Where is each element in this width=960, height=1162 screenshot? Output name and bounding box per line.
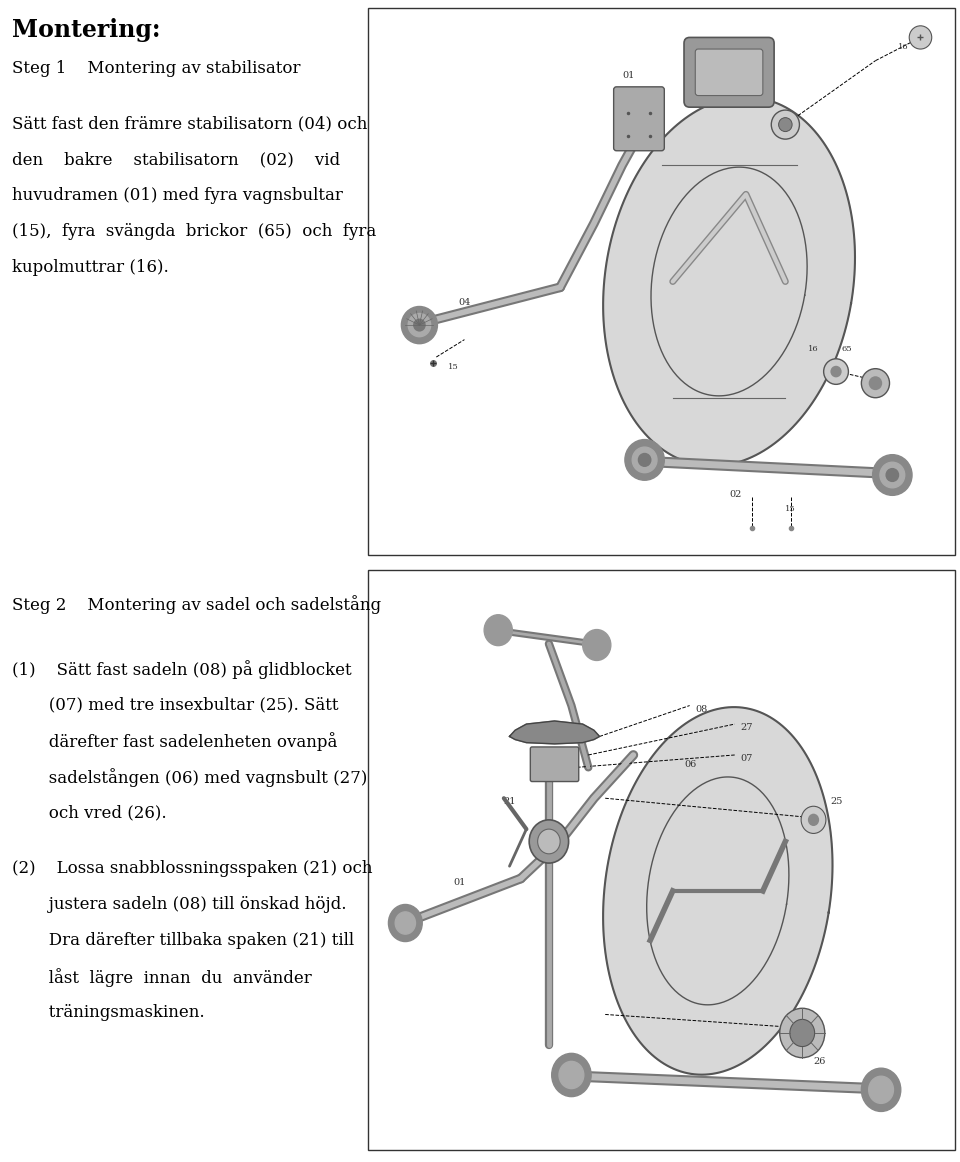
FancyBboxPatch shape bbox=[613, 87, 664, 151]
Circle shape bbox=[389, 904, 422, 941]
Circle shape bbox=[790, 1019, 815, 1047]
Text: Steg 1    Montering av stabilisator: Steg 1 Montering av stabilisator bbox=[12, 60, 300, 77]
Circle shape bbox=[869, 376, 882, 390]
Circle shape bbox=[886, 468, 899, 481]
Text: 21: 21 bbox=[504, 797, 516, 806]
Text: 16: 16 bbox=[808, 345, 819, 353]
Text: 07: 07 bbox=[740, 754, 753, 763]
Bar bbox=[368, 8, 955, 555]
Text: 02: 02 bbox=[729, 489, 741, 498]
Circle shape bbox=[808, 813, 819, 826]
Bar bbox=[368, 571, 955, 1150]
Circle shape bbox=[909, 26, 932, 49]
Text: 26: 26 bbox=[813, 1057, 826, 1066]
FancyBboxPatch shape bbox=[695, 49, 763, 95]
Circle shape bbox=[830, 366, 842, 378]
Text: 16: 16 bbox=[898, 43, 908, 51]
Circle shape bbox=[824, 359, 849, 385]
Circle shape bbox=[869, 1076, 894, 1104]
Circle shape bbox=[559, 1061, 584, 1089]
Text: 15: 15 bbox=[447, 363, 458, 371]
Circle shape bbox=[638, 453, 651, 466]
Circle shape bbox=[802, 806, 826, 833]
Text: Steg 2    Montering av sadel och sadelstång: Steg 2 Montering av sadel och sadelstång bbox=[12, 595, 381, 614]
Text: justera sadeln (08) till önskad höjd.: justera sadeln (08) till önskad höjd. bbox=[12, 896, 347, 913]
Text: 01: 01 bbox=[622, 71, 635, 80]
Text: 65: 65 bbox=[842, 345, 852, 353]
Circle shape bbox=[401, 307, 438, 344]
Circle shape bbox=[873, 454, 912, 495]
Circle shape bbox=[625, 439, 664, 480]
FancyBboxPatch shape bbox=[530, 747, 579, 782]
Circle shape bbox=[529, 820, 568, 863]
Polygon shape bbox=[603, 708, 832, 1075]
Text: (15),  fyra  svängda  brickor  (65)  och  fyra: (15), fyra svängda brickor (65) och fyra bbox=[12, 223, 376, 241]
Circle shape bbox=[583, 630, 611, 660]
Circle shape bbox=[779, 117, 792, 131]
Text: (2)    Lossa snabblossningsspaken (21) och: (2) Lossa snabblossningsspaken (21) och bbox=[12, 860, 372, 877]
Text: Dra därefter tillbaka spaken (21) till: Dra därefter tillbaka spaken (21) till bbox=[12, 932, 354, 949]
Text: 25: 25 bbox=[830, 797, 843, 806]
Text: sadelstången (06) med vagnsbult (27): sadelstången (06) med vagnsbult (27) bbox=[12, 768, 368, 787]
Text: huvudramen (01) med fyra vagnsbultar: huvudramen (01) med fyra vagnsbultar bbox=[12, 187, 343, 205]
Text: 01: 01 bbox=[453, 877, 466, 887]
Text: Montering:: Montering: bbox=[12, 17, 160, 42]
Text: (1)    Sätt fast sadeln (08) på glidblocket: (1) Sätt fast sadeln (08) på glidblocket bbox=[12, 660, 351, 679]
Text: träningsmaskinen.: träningsmaskinen. bbox=[12, 1004, 204, 1021]
Text: och vred (26).: och vred (26). bbox=[12, 804, 167, 822]
Text: därefter fast sadelenheten ovanpå: därefter fast sadelenheten ovanpå bbox=[12, 732, 337, 751]
Circle shape bbox=[861, 1068, 900, 1111]
Text: (07) med tre insexbultar (25). Sätt: (07) med tre insexbultar (25). Sätt bbox=[12, 696, 339, 713]
Circle shape bbox=[771, 110, 800, 139]
Text: 04: 04 bbox=[459, 297, 471, 307]
Text: 06: 06 bbox=[684, 760, 696, 769]
Text: 15: 15 bbox=[785, 505, 796, 514]
Circle shape bbox=[880, 462, 904, 488]
Polygon shape bbox=[510, 720, 600, 744]
Circle shape bbox=[414, 320, 425, 331]
Text: Sätt fast den främre stabilisatorn (04) och: Sätt fast den främre stabilisatorn (04) … bbox=[12, 115, 368, 132]
Circle shape bbox=[780, 1009, 825, 1057]
Circle shape bbox=[538, 830, 560, 854]
Text: 27: 27 bbox=[740, 723, 753, 732]
Circle shape bbox=[861, 368, 890, 397]
Circle shape bbox=[633, 447, 657, 473]
Text: 65: 65 bbox=[763, 95, 774, 103]
Polygon shape bbox=[603, 98, 855, 466]
Circle shape bbox=[552, 1054, 591, 1097]
Text: låst  lägre  innan  du  använder: låst lägre innan du använder bbox=[12, 968, 312, 987]
Circle shape bbox=[484, 615, 513, 646]
Circle shape bbox=[408, 314, 431, 337]
Text: kupolmuttrar (16).: kupolmuttrar (16). bbox=[12, 259, 169, 277]
Circle shape bbox=[396, 912, 416, 934]
Text: 08: 08 bbox=[695, 704, 708, 713]
Text: den    bakre    stabilisatorn    (02)    vid: den bakre stabilisatorn (02) vid bbox=[12, 151, 340, 168]
FancyBboxPatch shape bbox=[684, 37, 774, 107]
